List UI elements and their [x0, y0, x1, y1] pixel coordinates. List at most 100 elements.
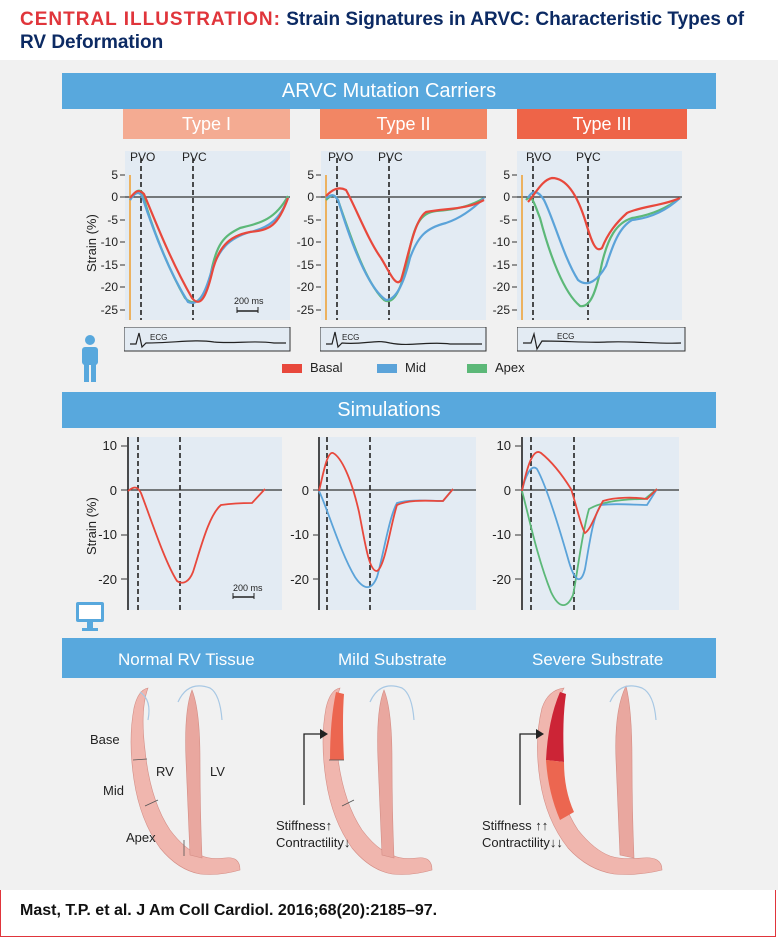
sim-mild-plot: 0 -10 -20 — [285, 437, 481, 612]
ytick: -20 — [290, 572, 309, 587]
sim-severe-plot: 10 0 -10 -20 — [485, 437, 681, 612]
pvo-label: PVO — [526, 150, 551, 164]
ytick: -20 — [101, 280, 119, 294]
basal-line — [127, 486, 266, 584]
ytick: -5 — [499, 213, 510, 227]
mild-contractility: Contractility↓ — [276, 835, 351, 850]
ytick: -10 — [492, 527, 511, 542]
severe-contractility: Contractility↓↓ — [482, 835, 563, 850]
ytick: -20 — [297, 280, 315, 294]
ecg-strip-1: ECG — [124, 327, 292, 353]
ytick: 5 — [307, 168, 314, 182]
basal-line — [318, 452, 454, 572]
ytick: -5 — [107, 213, 118, 227]
mild-stiffness: Stiffness↑ — [276, 818, 333, 833]
title-area: CENTRAL ILLUSTRATION: Strain Signatures … — [0, 0, 778, 60]
ytick: -20 — [493, 280, 511, 294]
type-1-header: Type I — [123, 109, 290, 139]
ytick: -10 — [290, 527, 309, 542]
ytick: -15 — [101, 258, 119, 272]
ytick: 0 — [110, 483, 117, 498]
ytick: -20 — [492, 572, 511, 587]
ytick: -25 — [297, 303, 315, 317]
type-3-plot: PVO PVC 5 0 -5 -10 -15 -20 -25 — [492, 148, 687, 322]
ytick: 5 — [503, 168, 510, 182]
ecg-label: ECG — [150, 333, 167, 342]
ytick: -15 — [493, 258, 511, 272]
ytick: -10 — [101, 235, 119, 249]
ytick: 10 — [103, 438, 117, 453]
type-1-label: Type I — [181, 114, 232, 134]
mid-line — [521, 466, 658, 580]
ytick: 0 — [111, 190, 118, 204]
ytick: -5 — [303, 213, 314, 227]
pvo-label: PVO — [130, 150, 155, 164]
sim-normal-plot: 10 0 -10 -20 200 ms — [97, 437, 283, 612]
heart-mild — [292, 680, 452, 880]
basal-line — [325, 187, 485, 284]
scale-label: 200 ms — [234, 296, 264, 306]
basal-line — [521, 451, 658, 535]
ytick: 0 — [504, 483, 511, 498]
severe-stiffness: Stiffness ↑↑ — [482, 818, 549, 833]
substrate-normal: Normal RV Tissue — [118, 650, 255, 669]
pvc-label: PVC — [182, 150, 207, 164]
ytick: 0 — [307, 190, 314, 204]
computer-icon — [75, 600, 105, 634]
ytick: -25 — [493, 303, 511, 317]
ecg-strip-2: ECG — [320, 327, 488, 353]
simulations-band: Simulations — [62, 392, 716, 428]
basal-line — [527, 176, 681, 251]
apex-line — [521, 488, 658, 607]
title-lead: CENTRAL ILLUSTRATION: — [20, 9, 281, 30]
pvo-label: PVO — [328, 150, 353, 164]
type-3-header: Type III — [517, 109, 687, 139]
scale-label: 200 ms — [233, 583, 263, 593]
basal-line — [129, 189, 290, 303]
legend-mid: Mid — [377, 360, 426, 375]
legend-apex: Apex — [467, 360, 525, 375]
legend-basal: Basal — [282, 360, 343, 375]
mid-line — [527, 191, 681, 285]
title-text: Strain Signatures in ARVC: Characteristi… — [20, 9, 745, 53]
figure-title: CENTRAL ILLUSTRATION: Strain Signatures … — [20, 8, 760, 54]
ytick: 0 — [302, 483, 309, 498]
substrate-band — [62, 638, 716, 678]
label-rv: RV — [156, 764, 174, 779]
ytick: 10 — [497, 438, 511, 453]
ytick: -25 — [101, 303, 119, 317]
pvc-label: PVC — [576, 150, 601, 164]
substrate-severe: Severe Substrate — [532, 650, 664, 669]
type-2-header: Type II — [320, 109, 487, 139]
ytick: -15 — [297, 258, 315, 272]
ecg-label: ECG — [557, 332, 574, 341]
ytick: 0 — [503, 190, 510, 204]
type-3-label: Type III — [572, 114, 632, 134]
ytick: -20 — [98, 572, 117, 587]
pvc-label: PVC — [378, 150, 403, 164]
label-apex: Apex — [126, 830, 156, 845]
heart-normal — [100, 680, 260, 880]
label-base: Base — [90, 732, 120, 747]
mid-line — [325, 194, 485, 302]
carriers-label: ARVC Mutation Carriers — [281, 80, 497, 102]
simulations-label: Simulations — [337, 399, 441, 421]
label-mid: Mid — [103, 783, 124, 798]
ecg-strip-3: ECG — [517, 327, 687, 353]
person-icon — [79, 334, 101, 384]
label-lv: LV — [210, 764, 225, 779]
top-y-axis-label: Strain (%) — [84, 214, 99, 272]
type-1-plot: PVO PVC 5 0 -5 -10 -15 -20 -25 200 ms — [100, 148, 295, 322]
type-2-label: Type II — [376, 114, 431, 134]
type-2-plot: PVO PVC 5 0 -5 -10 -15 -20 -25 — [296, 148, 491, 322]
ytick: 5 — [111, 168, 118, 182]
heart-severe — [502, 680, 682, 880]
ecg-label: ECG — [342, 333, 359, 342]
apex-line — [525, 196, 681, 308]
ytick: -10 — [297, 235, 315, 249]
carriers-band: ARVC Mutation Carriers — [62, 73, 716, 109]
ytick: -10 — [493, 235, 511, 249]
ytick: -10 — [98, 527, 117, 542]
substrate-mild: Mild Substrate — [338, 650, 447, 669]
citation: Mast, T.P. et al. J Am Coll Cardiol. 201… — [20, 902, 438, 919]
